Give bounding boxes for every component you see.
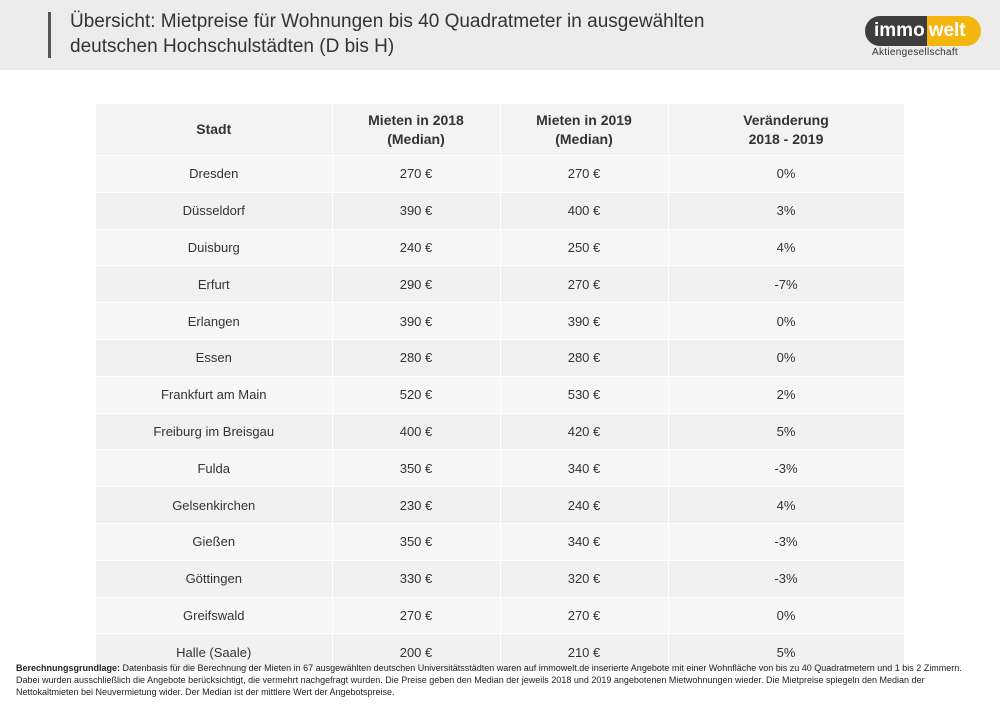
cell-change: -3% xyxy=(668,522,905,561)
header-rent-2018-line2: (Median) xyxy=(387,130,445,147)
cell-city: Göttingen xyxy=(96,559,333,598)
title-line-2: deutschen Hochschulstädten (D bis H) xyxy=(70,36,395,57)
page-title: Übersicht: Mietpreise für Wohnungen bis … xyxy=(70,9,830,59)
header-rent-2018: Mieten in 2018 (Median) xyxy=(332,104,501,156)
header-rent-2019: Mieten in 2019 (Median) xyxy=(500,104,669,156)
cell-rent-2018: 330 € xyxy=(332,559,501,598)
cell-change: 5% xyxy=(668,633,905,671)
cell-rent-2019: 280 € xyxy=(500,338,669,377)
table-row: Düsseldorf 390 € 400 € 3% xyxy=(96,191,905,230)
header-change-line2: 2018 - 2019 xyxy=(748,130,824,147)
immowelt-logo: immo welt Aktiengesellschaft xyxy=(862,16,982,64)
cell-rent-2019: 420 € xyxy=(500,412,669,450)
cell-city: Düsseldorf xyxy=(96,191,333,230)
table-row: Erfurt 290 € 270 € -7% xyxy=(96,265,905,303)
cell-city: Dresden xyxy=(96,155,333,193)
table-row: Duisburg 240 € 250 € 4% xyxy=(96,228,905,266)
cell-change: 0% xyxy=(668,302,905,340)
header-rent-2018-line1: Mieten in 2018 xyxy=(368,111,464,128)
logo-text-welt: welt xyxy=(926,16,981,46)
cell-rent-2018: 240 € xyxy=(332,228,501,266)
cell-rent-2019: 270 € xyxy=(500,596,669,634)
cell-change: 0% xyxy=(668,596,905,634)
logo-text-immo: immo xyxy=(865,16,927,46)
table-row: Erlangen 390 € 390 € 0% xyxy=(96,302,905,340)
cell-rent-2019: 320 € xyxy=(500,559,669,598)
footnote-text: Datenbasis für die Berechnung der Mieten… xyxy=(16,663,962,697)
cell-rent-2019: 340 € xyxy=(500,449,669,487)
cell-change: 5% xyxy=(668,412,905,450)
cell-rent-2018: 200 € xyxy=(332,633,501,671)
table-row: Fulda 350 € 340 € -3% xyxy=(96,449,905,487)
cell-city: Duisburg xyxy=(96,228,333,266)
cell-rent-2019: 270 € xyxy=(500,155,669,193)
cell-city: Gelsenkirchen xyxy=(96,486,333,524)
title-line-1: Übersicht: Mietpreise für Wohnungen bis … xyxy=(70,11,705,32)
footnote-label: Berechnungsgrundlage: xyxy=(16,663,121,673)
cell-change: -7% xyxy=(668,265,905,303)
logo-pill: immo welt xyxy=(865,16,981,46)
cell-rent-2018: 230 € xyxy=(332,486,501,524)
cell-city: Gießen xyxy=(96,522,333,561)
cell-change: 3% xyxy=(668,191,905,230)
cell-rent-2018: 390 € xyxy=(332,302,501,340)
cell-city: Fulda xyxy=(96,449,333,487)
cell-rent-2019: 240 € xyxy=(500,486,669,524)
cell-city: Essen xyxy=(96,338,333,377)
table-row: Essen 280 € 280 € 0% xyxy=(96,338,905,377)
cell-rent-2019: 390 € xyxy=(500,302,669,340)
table-row: Gelsenkirchen 230 € 240 € 4% xyxy=(96,486,905,524)
table-row: Freiburg im Breisgau 400 € 420 € 5% xyxy=(96,412,905,450)
cell-city: Erfurt xyxy=(96,265,333,303)
table-row: Frankfurt am Main 520 € 530 € 2% xyxy=(96,375,905,414)
header-city: Stadt xyxy=(96,104,333,156)
cell-rent-2018: 290 € xyxy=(332,265,501,303)
table-row: Gießen 350 € 340 € -3% xyxy=(96,522,905,561)
cell-change: 4% xyxy=(668,486,905,524)
cell-rent-2019: 530 € xyxy=(500,375,669,414)
cell-change: -3% xyxy=(668,559,905,598)
cell-rent-2018: 270 € xyxy=(332,596,501,634)
footnote: Berechnungsgrundlage: Datenbasis für die… xyxy=(16,662,976,698)
cell-change: -3% xyxy=(668,449,905,487)
cell-rent-2018: 390 € xyxy=(332,191,501,230)
table-row: Göttingen 330 € 320 € -3% xyxy=(96,559,905,598)
header-band: Übersicht: Mietpreise für Wohnungen bis … xyxy=(0,0,1000,70)
cell-rent-2019: 400 € xyxy=(500,191,669,230)
cell-rent-2019: 270 € xyxy=(500,265,669,303)
cell-city: Freiburg im Breisgau xyxy=(96,412,333,450)
cell-change: 4% xyxy=(668,228,905,266)
rent-table: Stadt Mieten in 2018 (Median) Mieten in … xyxy=(96,104,905,671)
cell-change: 2% xyxy=(668,375,905,414)
header-rent-2019-line1: Mieten in 2019 xyxy=(536,111,632,128)
cell-rent-2018: 280 € xyxy=(332,338,501,377)
header-rent-2019-line2: (Median) xyxy=(555,130,613,147)
table-row: Dresden 270 € 270 € 0% xyxy=(96,155,905,193)
table-row: Greifswald 270 € 270 € 0% xyxy=(96,596,905,634)
cell-rent-2018: 350 € xyxy=(332,522,501,561)
title-accent-bar xyxy=(48,12,51,58)
cell-city: Halle (Saale) xyxy=(96,633,333,671)
cell-rent-2018: 270 € xyxy=(332,155,501,193)
cell-rent-2018: 520 € xyxy=(332,375,501,414)
logo-subtitle: Aktiengesellschaft xyxy=(872,47,959,58)
cell-city: Frankfurt am Main xyxy=(96,375,333,414)
cell-rent-2018: 350 € xyxy=(332,449,501,487)
cell-rent-2018: 400 € xyxy=(332,412,501,450)
cell-rent-2019: 250 € xyxy=(500,228,669,266)
table-row: Halle (Saale) 200 € 210 € 5% xyxy=(96,633,905,671)
cell-change: 0% xyxy=(668,155,905,193)
table-header-row: Stadt Mieten in 2018 (Median) Mieten in … xyxy=(96,104,905,156)
cell-rent-2019: 210 € xyxy=(500,633,669,671)
cell-city: Erlangen xyxy=(96,302,333,340)
header-change-line1: Veränderung xyxy=(743,111,829,128)
cell-rent-2019: 340 € xyxy=(500,522,669,561)
header-change: Veränderung 2018 - 2019 xyxy=(668,104,905,156)
header-city-label: Stadt xyxy=(196,121,232,137)
cell-change: 0% xyxy=(668,338,905,377)
cell-city: Greifswald xyxy=(96,596,333,634)
